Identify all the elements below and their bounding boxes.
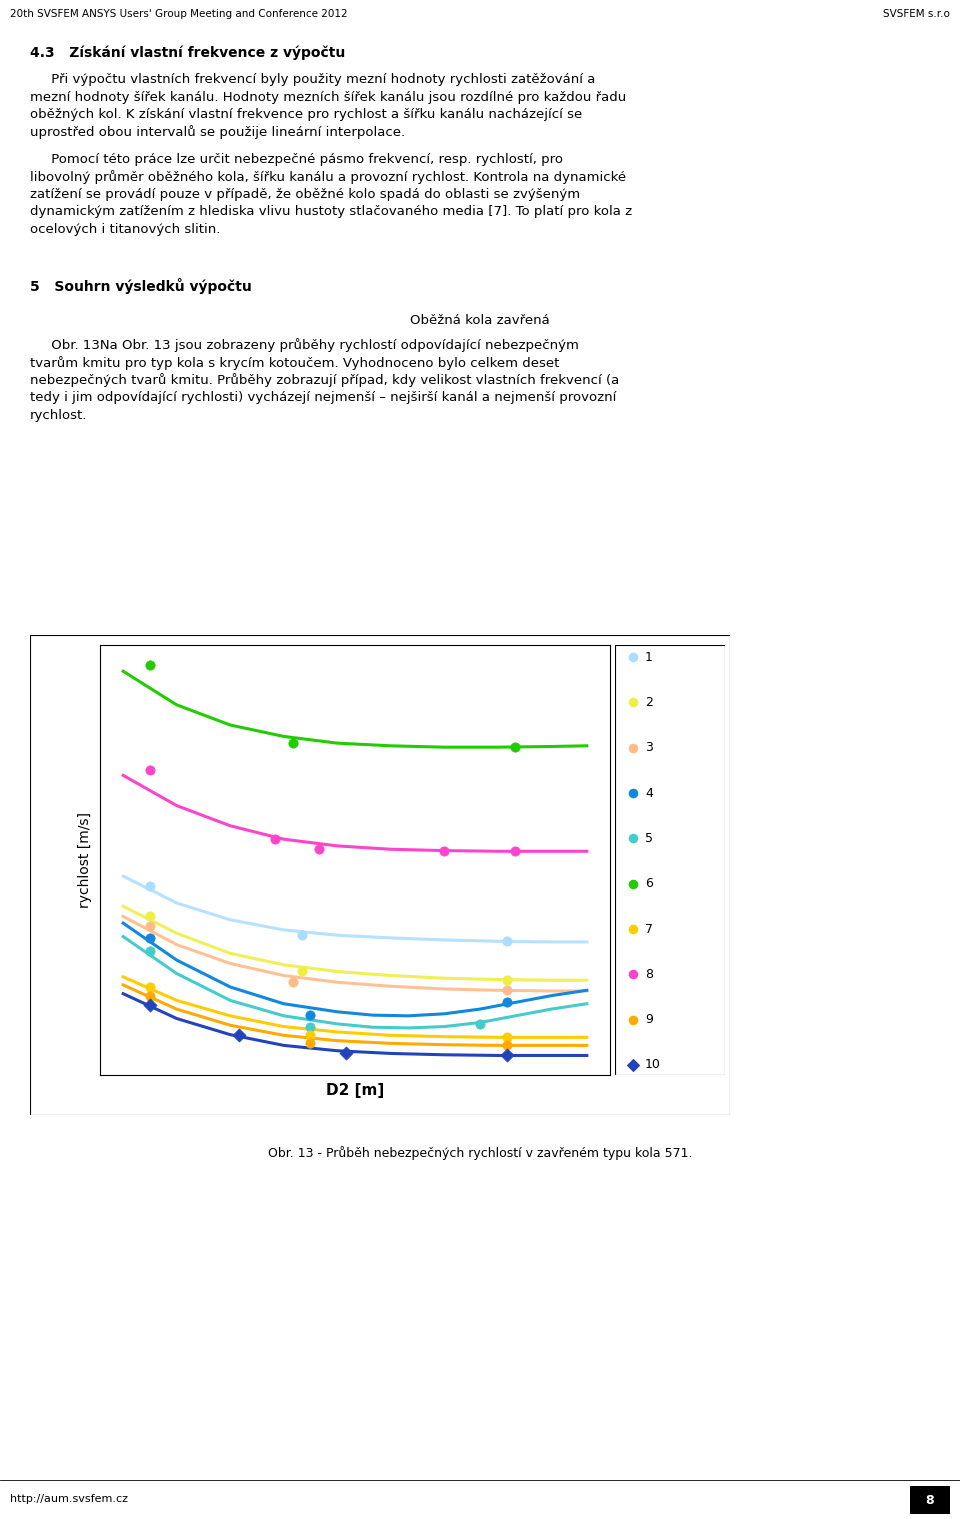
Point — [499, 990, 515, 1015]
Point — [302, 1031, 318, 1056]
Point — [625, 1053, 640, 1077]
Text: 5   Souhrn výsledků výpočtu: 5 Souhrn výsledků výpočtu — [30, 278, 252, 295]
Point — [231, 1022, 247, 1047]
Text: 1: 1 — [645, 650, 653, 664]
Text: 5: 5 — [645, 832, 653, 845]
Point — [499, 1033, 515, 1057]
Point — [625, 646, 640, 670]
Point — [285, 731, 300, 755]
Text: 9: 9 — [645, 1013, 653, 1027]
Point — [499, 930, 515, 954]
X-axis label: D2 [m]: D2 [m] — [325, 1083, 384, 1098]
Point — [437, 838, 452, 863]
Text: rychlost.: rychlost. — [30, 409, 87, 421]
Text: http://aum.svsfem.cz: http://aum.svsfem.cz — [10, 1495, 128, 1504]
Text: 7: 7 — [645, 922, 653, 936]
Point — [142, 939, 157, 963]
Text: 6: 6 — [645, 876, 653, 890]
Point — [499, 968, 515, 992]
Point — [625, 962, 640, 986]
Text: dynamickým zatížením z hlediska vlivu hustoty stlačovaného media [7]. To platí p: dynamickým zatížením z hlediska vlivu hu… — [30, 205, 632, 219]
Point — [142, 993, 157, 1018]
Text: Obr. 13Na Obr. 13 jsou zobrazeny průběhy rychlostí odpovídající nebezpečným: Obr. 13Na Obr. 13 jsou zobrazeny průběhy… — [30, 339, 579, 352]
Point — [267, 826, 282, 851]
Point — [339, 1042, 354, 1066]
Point — [142, 652, 157, 676]
Text: Při výpočtu vlastních frekvencí byly použity mezní hodnoty rychlosti zatěžování : Při výpočtu vlastních frekvencí byly pou… — [30, 73, 595, 87]
Point — [508, 735, 523, 760]
Text: 4.3   Získání vlastní frekvence z výpočtu: 4.3 Získání vlastní frekvence z výpočtu — [30, 46, 346, 59]
Text: Pomocí této práce lze určit nebezpečné pásmo frekvencí, resp. rychlostí, pro: Pomocí této práce lze určit nebezpečné p… — [30, 153, 563, 166]
Text: 8: 8 — [645, 968, 653, 981]
Text: tvarům kmitu pro typ kola s krycím kotoučem. Vyhodnoceno bylo celkem deset: tvarům kmitu pro typ kola s krycím kotou… — [30, 355, 560, 371]
Point — [472, 1012, 488, 1036]
Point — [508, 838, 523, 863]
Text: nebezpečných tvarů kmitu. Průběhy zobrazují případ, kdy velikost vlastních frekv: nebezpečných tvarů kmitu. Průběhy zobraz… — [30, 374, 619, 387]
Text: Obr. 13 - Průběh nebezpečných rychlostí v zavřeném typu kola 571.: Obr. 13 - Průběh nebezpečných rychlostí … — [268, 1145, 692, 1161]
Point — [499, 1044, 515, 1068]
Text: tedy i jim odpovídající rychlosti) vycházejí nejmenší – nejširší kanál a nejmenš: tedy i jim odpovídající rychlosti) vychá… — [30, 390, 616, 404]
Point — [142, 914, 157, 939]
Text: mezní hodnoty šířek kanálu. Hodnoty mezních šířek kanálu jsou rozdílné pro každo: mezní hodnoty šířek kanálu. Hodnoty mezn… — [30, 91, 626, 103]
Point — [294, 924, 309, 948]
Point — [302, 1015, 318, 1039]
Y-axis label: rychlost [m/s]: rychlost [m/s] — [78, 813, 91, 908]
Text: Oběžná kola zavřená: Oběžná kola zavřená — [410, 313, 550, 327]
Text: oběžných kol. K získání vlastní frekvence pro rychlost a šířku kanálu nacházejíc: oběžných kol. K získání vlastní frekvenc… — [30, 108, 583, 122]
Point — [142, 873, 157, 898]
Point — [625, 826, 640, 851]
Point — [285, 971, 300, 995]
Text: 3: 3 — [645, 741, 653, 753]
Point — [625, 917, 640, 942]
Text: 2: 2 — [645, 696, 653, 709]
Bar — [910, 1486, 950, 1514]
Text: ocelových i titanových slitin.: ocelových i titanových slitin. — [30, 223, 221, 235]
Point — [302, 1024, 318, 1048]
Point — [294, 960, 309, 984]
Point — [142, 975, 157, 1000]
Point — [625, 781, 640, 805]
Point — [142, 758, 157, 782]
Point — [302, 1003, 318, 1027]
Point — [142, 904, 157, 928]
Text: libovolný průměr oběžného kola, šířku kanálu a provozní rychlost. Kontrola na dy: libovolný průměr oběžného kola, šířku ka… — [30, 170, 626, 184]
Text: 8: 8 — [925, 1493, 934, 1507]
Text: 20th SVSFEM ANSYS Users' Group Meeting and Conference 2012: 20th SVSFEM ANSYS Users' Group Meeting a… — [10, 9, 348, 20]
Text: zatížení se provádí pouze v případě, že oběžné kolo spadá do oblasti se zvýšeným: zatížení se provádí pouze v případě, že … — [30, 188, 580, 201]
Text: uprostřed obou intervalů se použije lineární interpolace.: uprostřed obou intervalů se použije line… — [30, 126, 405, 140]
Text: 10: 10 — [645, 1059, 660, 1071]
Point — [625, 872, 640, 896]
Text: SVSFEM s.r.o: SVSFEM s.r.o — [883, 9, 950, 20]
Point — [499, 1025, 515, 1050]
Point — [625, 1007, 640, 1031]
Point — [499, 978, 515, 1003]
Point — [625, 735, 640, 760]
Text: 4: 4 — [645, 787, 653, 799]
Point — [142, 983, 157, 1007]
Point — [142, 925, 157, 949]
Point — [625, 690, 640, 714]
Point — [312, 837, 327, 861]
